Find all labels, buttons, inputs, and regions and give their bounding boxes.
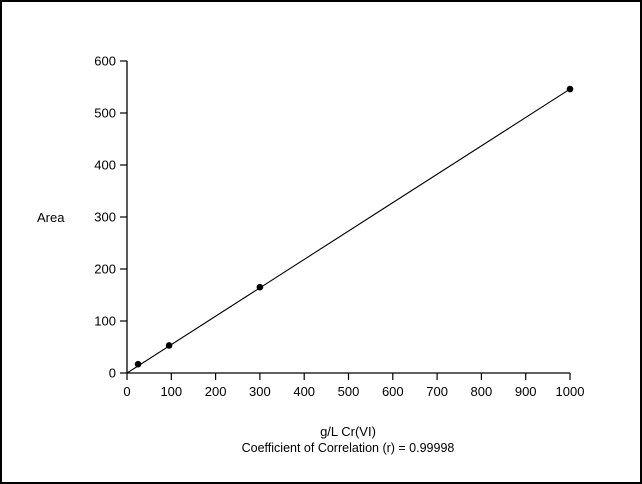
data-point (566, 85, 574, 93)
correlation-annotation: Coefficient of Correlation (r) = 0.99998 (242, 441, 455, 455)
y-tick-label: 200 (94, 262, 116, 277)
x-tick-label: 0 (123, 384, 130, 399)
y-tick-label: 600 (94, 54, 116, 69)
x-tick-label: 700 (426, 384, 448, 399)
x-tick-label: 600 (382, 384, 404, 399)
x-axis-title: g/L Cr(VI) (320, 424, 376, 439)
y-axis-title: Area (37, 210, 65, 225)
x-tick-label: 500 (338, 384, 360, 399)
ticks: 0 100 200 300 400 500 600 0 100 200 300 400 500 600 70… (94, 54, 584, 400)
x-tick-label: 800 (471, 384, 493, 399)
x-tick-label: 300 (249, 384, 271, 399)
x-tick-label: 100 (160, 384, 182, 399)
y-tick-label: 500 (94, 106, 116, 121)
x-tick-label: 200 (205, 384, 227, 399)
y-tick-label: 0 (109, 366, 116, 381)
y-tick-label: 100 (94, 314, 116, 329)
regression-line (126, 88, 571, 374)
data-points (134, 85, 574, 368)
axes (126, 61, 570, 374)
x-tick-label: 1000 (556, 384, 585, 399)
data-point (256, 283, 264, 291)
x-tick-label: 900 (515, 384, 537, 399)
fit-line-group (126, 88, 571, 374)
data-point (134, 360, 142, 368)
x-tick-label: 400 (293, 384, 315, 399)
y-tick-label: 300 (94, 210, 116, 225)
data-point (165, 342, 173, 349)
y-tick-label: 400 (94, 158, 116, 173)
